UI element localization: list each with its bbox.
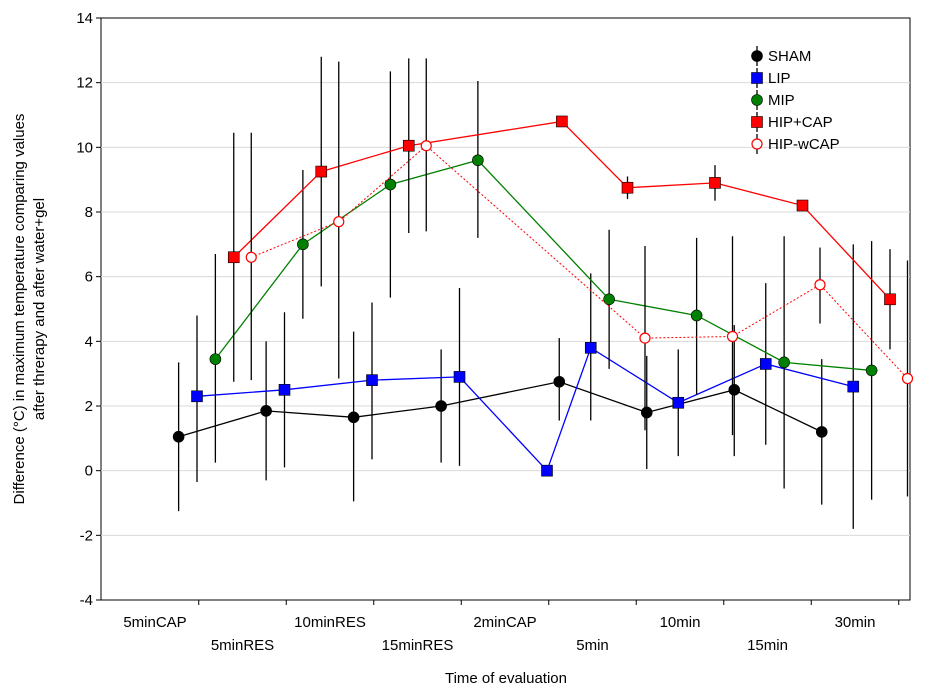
y-tick-label: 10 [76, 139, 93, 156]
data-point [472, 154, 484, 167]
data-point [556, 115, 568, 128]
data-point [384, 178, 397, 191]
series-hip-cap [227, 56, 896, 382]
x-tick-label: 5minCAP [123, 614, 186, 631]
legend-marker [751, 138, 763, 150]
y-tick-label: 14 [76, 10, 93, 27]
x-tick-label: 15minRES [382, 637, 454, 654]
data-point [435, 400, 447, 412]
legend-label: HIP+CAP [768, 114, 833, 131]
y-tick-label: -4 [80, 592, 93, 609]
x-axis-ticks: 5minCAP 5minRES 10minRES 15minRES 2minCAP 5mi… [123, 600, 900, 654]
data-point [191, 390, 203, 403]
legend-item-hip-wcap: HIP-wCAP [751, 134, 840, 154]
y-tick-label: 4 [85, 333, 93, 350]
legend: SHAM LIP MIP HIP+CAP HIP-wCAP [751, 46, 840, 154]
data-point [672, 396, 685, 409]
y-tick-label: 2 [85, 398, 93, 415]
x-tick-label: 10minRES [294, 614, 366, 631]
y-tick-label: 6 [85, 269, 93, 286]
x-tick-label: 5minRES [211, 637, 274, 654]
legend-label: LIP [768, 70, 791, 87]
y-tick-label: 0 [85, 463, 93, 480]
x-axis-title: Time of evaluation [445, 670, 567, 687]
series-line [178, 381, 823, 438]
legend-item-lip: LIP [751, 68, 791, 88]
data-point [297, 238, 309, 251]
data-point [402, 139, 415, 152]
data-point [709, 177, 721, 189]
x-tick-label: 2minCAP [473, 614, 536, 631]
legend-marker [751, 50, 763, 62]
x-tick-label: 15min [747, 637, 788, 654]
legend-item-mip: MIP [751, 90, 795, 110]
y-axis-title-line-1: Difference (°C) in maximum temperature c… [11, 114, 28, 505]
data-point [690, 309, 703, 322]
series-line [214, 159, 872, 372]
y-tick-label: 8 [85, 204, 93, 221]
data-point [584, 341, 597, 354]
x-tick-label: 30min [835, 614, 876, 631]
legend-label: MIP [768, 92, 795, 109]
data-point [796, 199, 809, 212]
gridlines [101, 82, 910, 536]
series-line [233, 120, 891, 300]
data-point [603, 293, 615, 306]
data-point [245, 251, 257, 263]
data-point [260, 405, 272, 417]
data-point [209, 353, 222, 365]
x-tick-label: 10min [660, 614, 701, 631]
data-point [639, 332, 651, 344]
data-point [541, 464, 553, 477]
legend-label: SHAM [768, 48, 811, 65]
legend-marker [751, 94, 763, 106]
data-point [621, 181, 634, 194]
data-point [759, 358, 772, 370]
legend-item-sham: SHAM [751, 46, 811, 66]
x-tick-label: 5min [576, 637, 609, 654]
y-tick-label: -2 [80, 527, 93, 544]
data-point [728, 384, 741, 396]
data-point [553, 375, 566, 388]
y-tick-label: 12 [76, 75, 93, 92]
legend-marker [751, 116, 763, 128]
series-lip [191, 244, 860, 529]
series-line [196, 346, 854, 472]
data-point [453, 371, 466, 383]
data-point [778, 356, 790, 369]
data-point [172, 430, 185, 443]
data-point [227, 251, 240, 264]
data-point [278, 384, 291, 396]
plot-area-border [100, 17, 911, 601]
data-point [366, 374, 378, 386]
legend-item-hip-cap: HIP+CAP [751, 112, 833, 132]
data-point [333, 216, 345, 228]
data-point [847, 380, 860, 393]
series-layer [172, 56, 914, 529]
legend-label: HIP-wCAP [768, 136, 840, 153]
data-point [315, 165, 328, 178]
data-point [865, 364, 878, 377]
legend-marker [751, 72, 763, 84]
data-point [884, 293, 896, 306]
series-hip-wcap [245, 58, 914, 497]
series-line [251, 145, 908, 379]
data-point [815, 426, 828, 438]
series-mip [209, 71, 878, 500]
data-point [347, 411, 360, 424]
data-point [420, 140, 432, 152]
series-sham [172, 325, 828, 512]
data-point [901, 372, 914, 385]
y-axis-ticks: -4 -2 0 2 4 6 8 10 12 14 [76, 10, 101, 609]
data-point [640, 406, 653, 419]
data-point [814, 279, 826, 291]
y-axis-title-line-2: after threrapy and after water+gel [31, 198, 48, 420]
data-point [726, 330, 739, 343]
